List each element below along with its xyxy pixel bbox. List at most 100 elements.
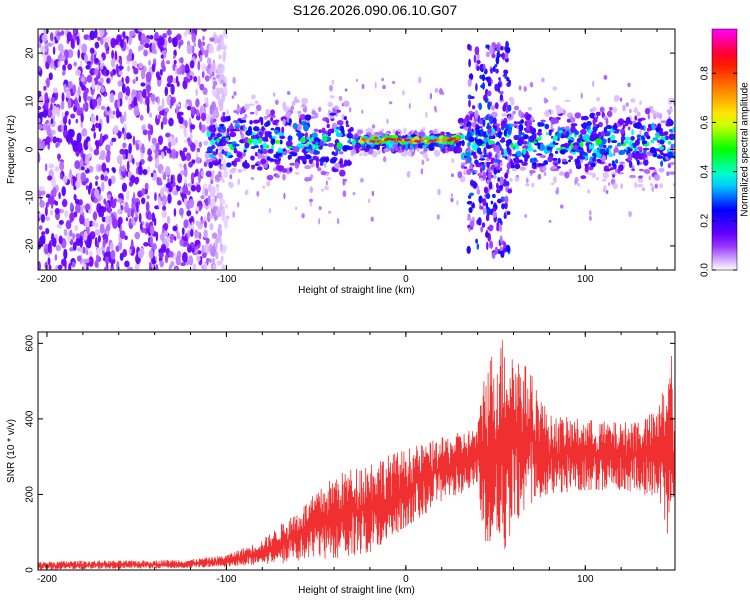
spectrogram-cell <box>161 210 168 218</box>
spectrogram-cell <box>323 135 328 143</box>
spectrogram-cell <box>179 163 183 168</box>
spectrogram-cell <box>595 152 602 159</box>
spectrogram-cell <box>94 41 100 49</box>
spectrogram-cell <box>318 129 323 134</box>
spectrogram-cell <box>589 112 596 119</box>
spectrogram-cell <box>450 193 454 197</box>
spectrogram-cell <box>118 240 123 251</box>
spectrogram-cell <box>72 84 77 94</box>
spectrogram-cell <box>456 138 462 141</box>
spectrogram-cell <box>371 190 375 197</box>
spectrogram-cell <box>83 103 86 111</box>
spectrogram-cell <box>333 105 339 110</box>
spectrogram-cell <box>539 154 547 159</box>
spectrogram-cell <box>482 171 487 181</box>
spectrogram-cell <box>210 132 216 138</box>
spectrogram-cell <box>644 107 651 115</box>
spectrogram-cell <box>486 90 492 97</box>
x-axis-label: Height of straight line (km) <box>298 285 415 296</box>
spectrogram-cell <box>311 110 317 116</box>
spectrogram-cell <box>44 163 48 172</box>
spectrogram-cell <box>468 206 473 214</box>
spectrogram-cell <box>632 109 639 113</box>
spectrogram-cell <box>219 242 223 252</box>
spectrogram-cell <box>167 193 172 204</box>
spectrogram-cell <box>605 124 613 130</box>
spectrogram-cell <box>110 70 114 77</box>
spectrogram-cell <box>381 77 384 82</box>
spectrogram-cell <box>165 132 171 138</box>
spectrogram-cell <box>225 215 230 220</box>
spectrogram-cell <box>358 140 364 143</box>
spectrogram-cell <box>211 232 218 239</box>
spectrogram-cell <box>485 114 489 121</box>
spectrogram-cell <box>149 235 154 247</box>
spectrogram-cell <box>540 163 546 166</box>
spectrogram-cell <box>76 35 80 46</box>
spectrogram-cell <box>137 249 144 259</box>
spectrogram-cell <box>86 74 93 83</box>
spectrogram-cell <box>529 125 533 130</box>
spectrogram-cell <box>260 158 267 164</box>
spectrogram-cell <box>642 147 650 151</box>
spectrogram-cell <box>476 59 481 65</box>
spectrogram-cell <box>261 127 265 131</box>
spectrogram-cell <box>144 38 151 44</box>
spectrogram-cell <box>406 170 411 178</box>
spectrogram-cell <box>138 165 141 173</box>
spectrogram-cell <box>554 163 558 166</box>
spectrogram-cell <box>124 260 130 268</box>
spectrogram-cell <box>159 68 163 76</box>
x-tick-label: -100 <box>216 274 236 285</box>
spectrogram-cell <box>477 217 482 226</box>
spectrogram-cell <box>103 198 107 205</box>
spectrogram-cell <box>140 43 144 51</box>
y-tick-label: 400 <box>25 410 36 427</box>
spectrogram-cell <box>266 180 271 187</box>
spectrogram-cell <box>181 251 188 263</box>
spectrogram-cell <box>306 136 311 140</box>
spectrogram-cell <box>50 118 54 125</box>
spectrogram-cell <box>527 106 533 111</box>
spectrogram-cell <box>149 225 155 235</box>
spectrogram-cell <box>574 176 579 183</box>
spectrogram-cell <box>560 148 566 155</box>
spectrogram-cell <box>58 219 64 225</box>
spectrogram-cell <box>658 167 665 173</box>
spectrogram-cell <box>263 115 269 120</box>
spectrogram-cell <box>163 230 169 237</box>
spectrogram-cell <box>51 105 58 116</box>
spectrogram-cell <box>638 153 643 160</box>
spectrogram-cell <box>144 182 149 191</box>
spectrogram-cell <box>46 55 52 64</box>
spectrogram-cell <box>266 156 271 161</box>
spectrogram-cell <box>665 135 670 141</box>
spectrogram-cell <box>382 156 387 163</box>
spectrogram-cell <box>125 217 129 222</box>
spectrogram-cell <box>422 152 429 159</box>
spectrogram-cell <box>490 200 494 205</box>
spectrogram-cell <box>191 32 197 43</box>
spectrogram-cell <box>614 95 620 102</box>
spectrogram-cell <box>199 121 202 131</box>
spectrogram-cell <box>474 46 480 56</box>
spectrogram-cell <box>620 183 623 189</box>
spectrogram-cell <box>613 130 620 134</box>
spectrogram-cell <box>537 173 542 180</box>
spectrogram-cell <box>610 139 618 144</box>
spectrogram-cell <box>58 138 63 144</box>
snr-series-line <box>38 340 675 570</box>
spectrogram-cell <box>295 206 298 210</box>
spectrogram-cell <box>100 174 105 181</box>
spectrogram-cell <box>483 147 487 156</box>
spectrogram-cell <box>236 106 241 113</box>
spectrogram-cell <box>218 223 222 230</box>
spectrogram-cell <box>650 139 655 144</box>
spectrogram-cell <box>505 46 511 54</box>
spectrogram-cell <box>191 248 195 253</box>
spectrogram-cell <box>304 165 312 170</box>
spectrogram-cell <box>165 182 171 189</box>
spectrogram-cell <box>221 126 226 130</box>
spectrogram-cell <box>645 157 648 161</box>
spectrogram-cell <box>486 144 492 149</box>
